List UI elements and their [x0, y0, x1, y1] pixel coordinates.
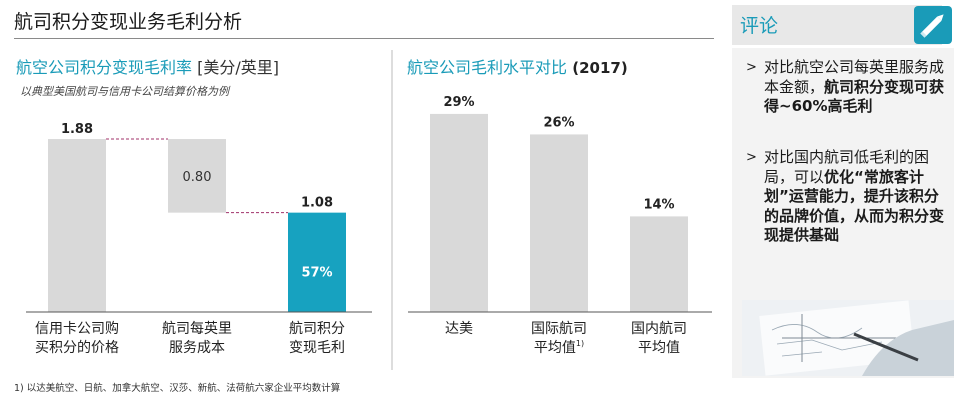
left-chart-subtitle: 以典型美国航司与信用卡公司结算价格为例	[20, 85, 229, 98]
waterfall-bar-1	[48, 139, 106, 312]
left-chart-title-main: 航空公司积分变现毛利率	[16, 58, 193, 77]
margin-category-label-3: 平均值	[638, 340, 680, 356]
right-chart-title: 航空公司毛利水平对比 (2017)	[407, 54, 628, 78]
margin-category-label-2: 国际航司	[531, 321, 587, 337]
category-label-1: 信用卡公司购	[35, 321, 119, 337]
margin-category-label-2: 平均值1)	[534, 339, 584, 356]
category-label-3: 航司积分	[289, 321, 345, 337]
comment-bullet-2: > 对比国内航司低毛利的困局，可以优化“常旅客计划”运营能力，提升该积分的品牌价…	[746, 148, 946, 246]
comment-panel: 评论 > 对比航空公司每英里服务成本金额，航司积分变现可获得~60%高毛利 > …	[732, 0, 967, 401]
margin-bar-1	[430, 113, 488, 313]
page-title: 航司积分变现业务毛利分析	[14, 11, 243, 33]
margin-value-label-1: 29%	[443, 95, 474, 110]
bullet-2-emphasis: 优化“常旅客计划”运营能力，提升该积分的品牌价值，从而为积分变现提供基础	[764, 167, 945, 245]
category-label-1: 买积分的价格	[35, 340, 119, 356]
right-chart-title-year: (2017)	[567, 59, 628, 77]
comment-heading: 评论	[740, 15, 779, 37]
comment-header: 评论	[732, 5, 942, 45]
bullet-1-emphasis: 航司积分变现可获得~60%高毛利	[764, 77, 945, 116]
bullet-1-text: 对比航空公司每英里服务成本金额，	[764, 58, 945, 96]
waterfall-bar-2	[168, 139, 226, 213]
bullet-arrow-icon: >	[746, 150, 757, 165]
bullet-2-text: 对比国内航司低毛利的困局，可以	[764, 148, 930, 186]
margin-percent-label: 57%	[301, 265, 332, 280]
pen-icon	[914, 6, 952, 44]
bar-value-label-3: 1.08	[301, 196, 333, 211]
margin-category-label-3: 国内航司	[631, 321, 687, 337]
waterfall-bar-3	[288, 212, 346, 312]
left-chart-title-unit: [美分/英里]	[192, 58, 279, 77]
margin-value-label-3: 14%	[643, 197, 674, 212]
margin-value-label-2: 26%	[543, 115, 574, 130]
left-chart-title: 航空公司积分变现毛利率 [美分/英里]	[16, 54, 279, 78]
category-label-3: 变现毛利	[289, 340, 345, 356]
footnote: 1) 以达美航空、日航、加拿大航空、汉莎、新航、法荷航六家企业平均数计算	[14, 383, 341, 394]
comment-bullet-1: > 对比航空公司每英里服务成本金额，航司积分变现可获得~60%高毛利	[746, 58, 946, 117]
category-label-2: 航司每英里	[162, 320, 232, 337]
category-label-2: 服务成本	[169, 340, 225, 356]
margin-bar-3	[630, 216, 688, 312]
margin-category-label-1: 达美	[445, 321, 473, 337]
bar-value-label-2: 0.80	[183, 170, 212, 185]
title-divider	[14, 38, 714, 39]
margin-bar-2	[530, 134, 588, 312]
right-chart-title-main: 航空公司毛利水平对比	[407, 58, 568, 77]
bar-value-label-1: 1.88	[61, 122, 93, 137]
writing-photo	[742, 300, 954, 376]
bullet-arrow-icon: >	[746, 60, 757, 75]
